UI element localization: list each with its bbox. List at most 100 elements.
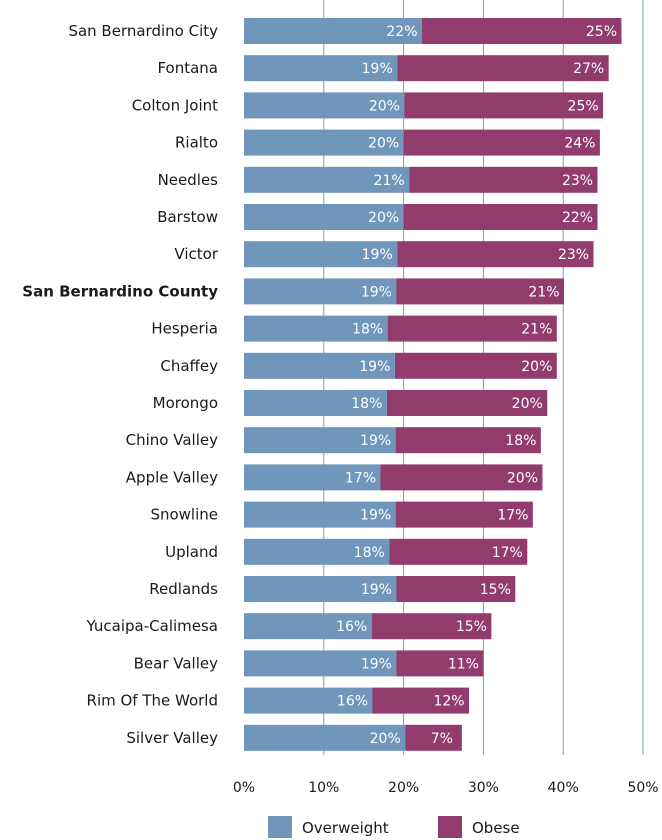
category-label: Silver Valley (126, 729, 218, 747)
overweight-value-label: 22% (386, 24, 417, 40)
x-tick-label: 20% (388, 780, 419, 796)
obese-value-label: 22% (562, 210, 593, 226)
overweight-value-label: 19% (359, 359, 390, 375)
x-tick-label: 40% (548, 780, 579, 796)
category-label: Victor (174, 245, 218, 263)
overweight-value-label: 19% (361, 582, 392, 598)
category-label: Chaffey (160, 357, 218, 375)
x-tick-label: 10% (308, 780, 339, 796)
obese-value-label: 17% (492, 545, 523, 561)
overweight-bar (244, 204, 404, 230)
overweight-value-label: 19% (361, 284, 392, 300)
obese-value-label: 7% (431, 731, 453, 747)
obese-bar (371, 613, 492, 640)
obese-bar (396, 278, 564, 305)
overweight-bar (244, 390, 387, 416)
category-label: Rialto (175, 134, 218, 152)
overweight-bar (244, 576, 397, 602)
overweight-value-label: 21% (374, 173, 405, 189)
overweight-bar (244, 613, 372, 640)
obese-bar (397, 55, 609, 82)
obese-bar (394, 352, 557, 379)
x-tick-label: 0% (233, 780, 255, 796)
obese-bar (396, 650, 484, 677)
overweight-bar (244, 278, 397, 305)
obese-value-label: 25% (586, 24, 617, 40)
obese-bar (404, 92, 604, 119)
overweight-value-label: 19% (362, 61, 393, 77)
overweight-value-label: 19% (360, 433, 391, 449)
overweight-value-label: 16% (337, 694, 368, 710)
obese-value-label: 25% (568, 98, 599, 114)
category-label: Colton Joint (132, 96, 218, 114)
obese-value-label: 15% (480, 582, 511, 598)
obese-bar (403, 129, 600, 156)
obese-legend-label: Obese (472, 819, 520, 837)
obese-value-label: 27% (573, 61, 604, 77)
obese-bar (395, 427, 541, 454)
obese-bar (387, 315, 557, 342)
overweight-bar (244, 538, 390, 565)
overweight-bar (244, 501, 396, 528)
obese-value-label: 17% (497, 508, 528, 524)
obese-bar (386, 390, 548, 416)
category-label: San Bernardino City (68, 22, 218, 40)
obese-value-label: 18% (505, 433, 536, 449)
overweight-value-label: 19% (362, 247, 393, 263)
obese-value-label: 21% (521, 322, 552, 338)
category-label: Needles (158, 171, 219, 189)
overweight-legend-swatch (268, 816, 292, 838)
overweight-value-label: 18% (352, 322, 383, 338)
obese-value-label: 20% (507, 470, 538, 486)
x-tick-label: 50% (627, 780, 658, 796)
overweight-value-label: 20% (368, 210, 399, 226)
overweight-bar (244, 427, 396, 454)
overweight-bar (244, 166, 410, 193)
obese-value-label: 21% (528, 284, 559, 300)
overweight-legend-label: Overweight (302, 819, 389, 837)
overweight-bar (244, 129, 404, 156)
category-label: Chino Valley (126, 431, 218, 449)
obese-bar (372, 687, 470, 714)
category-label: Bear Valley (134, 654, 218, 672)
obese-value-label: 23% (562, 173, 593, 189)
overweight-bar (244, 315, 388, 342)
category-label: Morongo (153, 394, 218, 412)
overweight-bar (244, 687, 373, 714)
overweight-bar (244, 724, 406, 751)
obese-bar (409, 166, 598, 193)
obese-bar (397, 241, 594, 268)
category-label: Fontana (157, 59, 218, 77)
overweight-bar (244, 92, 405, 119)
category-label: Yucaipa-Calimesa (85, 617, 218, 635)
overweight-bar (244, 464, 381, 491)
overweight-bar (244, 241, 398, 268)
category-label: Rim Of The World (87, 692, 218, 710)
obese-value-label: 20% (512, 396, 543, 412)
obese-value-label: 20% (521, 359, 552, 375)
category-label: Upland (165, 543, 218, 561)
x-tick-label: 30% (468, 780, 499, 796)
overweight-bar (244, 650, 397, 677)
overweight-value-label: 20% (369, 98, 400, 114)
category-label: Apple Valley (126, 468, 218, 486)
category-label: San Bernardino County (22, 282, 218, 300)
obese-bar (421, 18, 622, 44)
obese-value-label: 24% (564, 136, 595, 152)
overweight-value-label: 19% (360, 508, 391, 524)
obese-bar (380, 464, 543, 491)
overweight-value-label: 16% (336, 619, 367, 635)
obese-bar (396, 576, 516, 602)
obese-bar (395, 501, 533, 528)
overweight-value-label: 19% (361, 656, 392, 672)
obese-value-label: 15% (456, 619, 487, 635)
category-label: Snowline (150, 506, 218, 524)
category-label: Hesperia (151, 320, 218, 338)
obese-legend-swatch (438, 816, 462, 838)
obese-value-label: 11% (448, 656, 479, 672)
overweight-bar (244, 55, 398, 82)
obese-value-label: 12% (433, 694, 464, 710)
category-label: Redlands (149, 580, 218, 598)
overweight-value-label: 18% (354, 545, 385, 561)
